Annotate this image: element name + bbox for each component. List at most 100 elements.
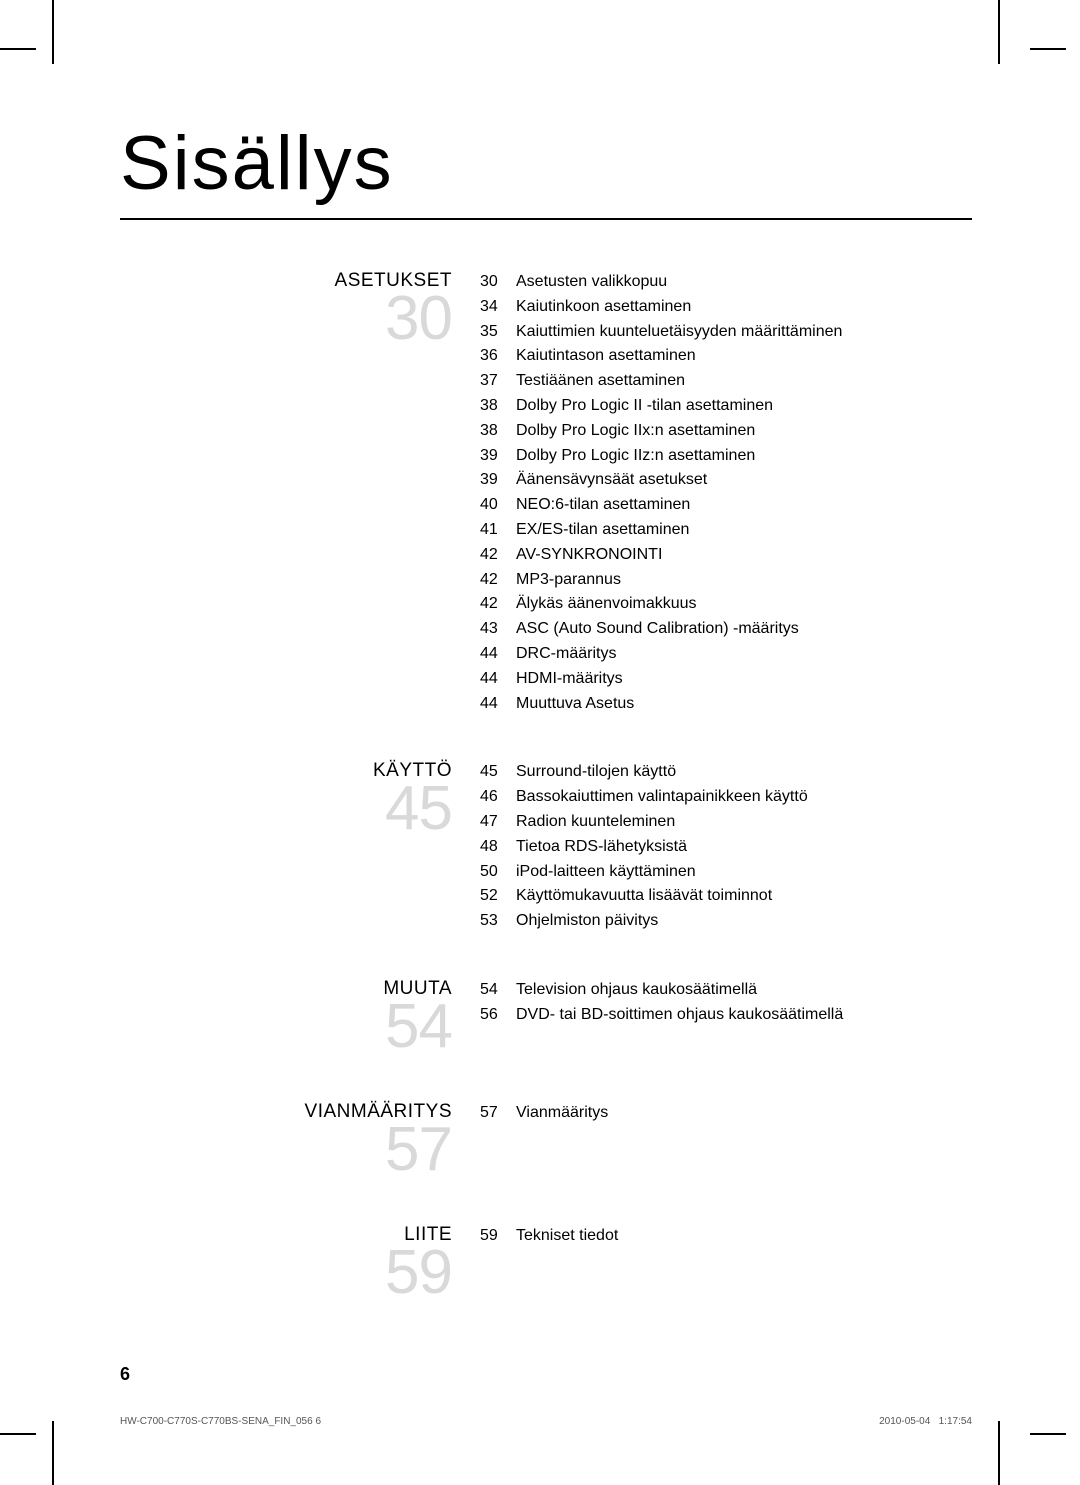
entry-page: 46 — [480, 785, 516, 810]
toc-entry: 44HDMI-määritys — [480, 667, 972, 692]
entry-text: Ohjelmiston päivitys — [516, 909, 972, 934]
toc-entry: 39Dolby Pro Logic IIz:n asettaminen — [480, 444, 972, 469]
section-number: 54 — [120, 998, 452, 1057]
crop-mark — [998, 0, 1000, 64]
toc-section: LIITE5959Tekniset tiedot — [120, 1224, 972, 1303]
section-heading: LIITE59 — [120, 1224, 480, 1303]
entry-text: Dolby Pro Logic II -tilan asettaminen — [516, 394, 972, 419]
entry-text: Kaiutinkoon asettaminen — [516, 295, 972, 320]
section-entries: 54Television ohjaus kaukosäätimellä56DVD… — [480, 978, 972, 1057]
crop-mark — [52, 1421, 54, 1485]
entry-text: Tietoa RDS-lähetyksistä — [516, 835, 972, 860]
entry-page: 39 — [480, 444, 516, 469]
entry-page: 57 — [480, 1101, 516, 1126]
toc-entry: 36Kaiutintason asettaminen — [480, 344, 972, 369]
section-entries: 45Surround-tilojen käyttö46Bassokaiuttim… — [480, 760, 972, 934]
entry-text: HDMI-määritys — [516, 667, 972, 692]
section-heading: KÄYTTÖ45 — [120, 760, 480, 934]
toc-entry: 39Äänensävynsäät asetukset — [480, 468, 972, 493]
entry-page: 45 — [480, 760, 516, 785]
print-footer: HW-C700-C770S-C770BS-SENA_FIN_056 6 2010… — [120, 1416, 972, 1427]
toc-entry: 35Kaiuttimien kuunteluetäisyyden määritt… — [480, 320, 972, 345]
footer-date: 2010-05-04 — [879, 1416, 930, 1427]
toc-entry: 53Ohjelmiston päivitys — [480, 909, 972, 934]
entry-text: Muuttuva Asetus — [516, 692, 972, 717]
entry-text: Kaiutintason asettaminen — [516, 344, 972, 369]
entry-text: ASC (Auto Sound Calibration) -määritys — [516, 617, 972, 642]
toc-entry: 43ASC (Auto Sound Calibration) -määritys — [480, 617, 972, 642]
entry-text: Radion kuunteleminen — [516, 810, 972, 835]
entry-page: 34 — [480, 295, 516, 320]
toc-entry: 44DRC-määritys — [480, 642, 972, 667]
entry-page: 50 — [480, 860, 516, 885]
entry-page: 38 — [480, 419, 516, 444]
toc-entry: 40NEO:6-tilan asettaminen — [480, 493, 972, 518]
entry-text: AV-SYNKRONOINTI — [516, 543, 972, 568]
toc-entry: 46Bassokaiuttimen valintapainikkeen käyt… — [480, 785, 972, 810]
entry-text: Älykäs äänenvoimakkuus — [516, 592, 972, 617]
entry-page: 37 — [480, 369, 516, 394]
entry-page: 42 — [480, 543, 516, 568]
toc-entry: 44Muuttuva Asetus — [480, 692, 972, 717]
toc-entry: 50iPod-laitteen käyttäminen — [480, 860, 972, 885]
entry-page: 52 — [480, 884, 516, 909]
entry-text: Television ohjaus kaukosäätimellä — [516, 978, 972, 1003]
section-number: 45 — [120, 780, 452, 839]
entry-text: Surround-tilojen käyttö — [516, 760, 972, 785]
toc-entry: 42AV-SYNKRONOINTI — [480, 543, 972, 568]
entry-text: MP3-parannus — [516, 568, 972, 593]
section-number: 59 — [120, 1244, 452, 1303]
toc-entry: 41EX/ES-tilan asettaminen — [480, 518, 972, 543]
entry-text: Käyttömukavuutta lisäävät toiminnot — [516, 884, 972, 909]
crop-mark — [1030, 1433, 1066, 1435]
page-title: Sisällys — [120, 120, 394, 207]
entry-page: 36 — [480, 344, 516, 369]
section-number: 30 — [120, 290, 452, 349]
entry-page: 59 — [480, 1224, 516, 1249]
toc-entry: 45Surround-tilojen käyttö — [480, 760, 972, 785]
toc-entry: 48Tietoa RDS-lähetyksistä — [480, 835, 972, 860]
entry-page: 48 — [480, 835, 516, 860]
entry-page: 43 — [480, 617, 516, 642]
toc-entry: 52Käyttömukavuutta lisäävät toiminnot — [480, 884, 972, 909]
toc-section: VIANMÄÄRITYS5757Vianmääritys — [120, 1101, 972, 1180]
entry-page: 44 — [480, 642, 516, 667]
entry-page: 38 — [480, 394, 516, 419]
entry-text: Kaiuttimien kuunteluetäisyyden määrittäm… — [516, 320, 972, 345]
toc-entry: 42Älykäs äänenvoimakkuus — [480, 592, 972, 617]
entry-page: 54 — [480, 978, 516, 1003]
toc-entry: 59Tekniset tiedot — [480, 1224, 972, 1249]
crop-mark — [0, 1433, 36, 1435]
entry-text: Tekniset tiedot — [516, 1224, 972, 1249]
section-heading: MUUTA54 — [120, 978, 480, 1057]
footer-time: 1:17:54 — [939, 1416, 972, 1427]
toc-section: MUUTA5454Television ohjaus kaukosäätimel… — [120, 978, 972, 1057]
section-heading: ASETUKSET30 — [120, 270, 480, 716]
section-number: 57 — [120, 1121, 452, 1180]
toc-content: ASETUKSET3030Asetusten valikkopuu34Kaiut… — [120, 270, 972, 1347]
entry-text: Dolby Pro Logic IIz:n asettaminen — [516, 444, 972, 469]
entry-page: 53 — [480, 909, 516, 934]
entry-text: DVD- tai BD-soittimen ohjaus kaukosäätim… — [516, 1003, 972, 1028]
entry-page: 41 — [480, 518, 516, 543]
crop-mark — [0, 48, 36, 50]
toc-section: ASETUKSET3030Asetusten valikkopuu34Kaiut… — [120, 270, 972, 716]
entry-page: 47 — [480, 810, 516, 835]
entry-text: iPod-laitteen käyttäminen — [516, 860, 972, 885]
entry-text: Testiäänen asettaminen — [516, 369, 972, 394]
entry-text: NEO:6-tilan asettaminen — [516, 493, 972, 518]
toc-entry: 47Radion kuunteleminen — [480, 810, 972, 835]
toc-entry: 57Vianmääritys — [480, 1101, 972, 1126]
page-number: 6 — [120, 1364, 130, 1385]
entry-page: 44 — [480, 692, 516, 717]
entry-page: 42 — [480, 592, 516, 617]
toc-entry: 30Asetusten valikkopuu — [480, 270, 972, 295]
section-heading: VIANMÄÄRITYS57 — [120, 1101, 480, 1180]
toc-entry: 54Television ohjaus kaukosäätimellä — [480, 978, 972, 1003]
toc-entry: 42MP3-parannus — [480, 568, 972, 593]
entry-text: Vianmääritys — [516, 1101, 972, 1126]
entry-text: Dolby Pro Logic IIx:n asettaminen — [516, 419, 972, 444]
footer-datetime: 2010-05-04 1:17:54 — [879, 1416, 972, 1427]
entry-page: 35 — [480, 320, 516, 345]
section-entries: 59Tekniset tiedot — [480, 1224, 972, 1303]
